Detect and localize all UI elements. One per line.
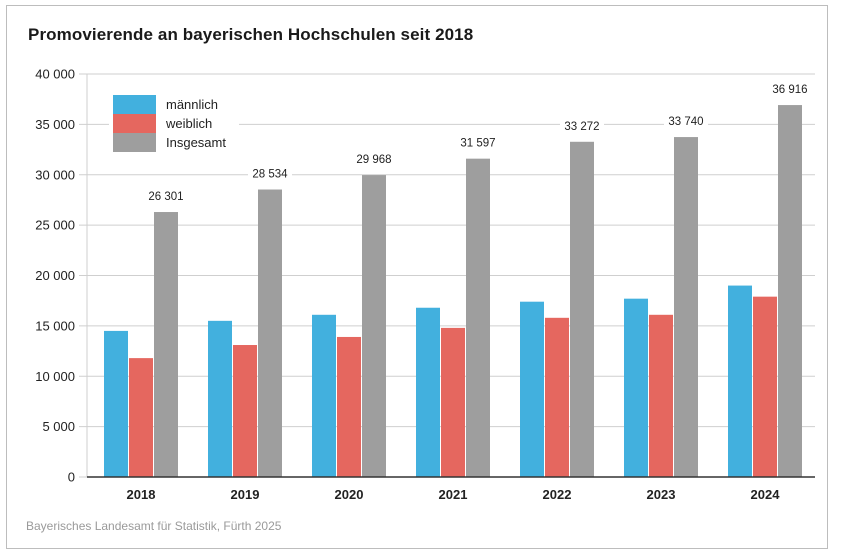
chart-title: Promovierende an bayerischen Hochschulen…: [28, 25, 474, 44]
data-label-background: [456, 135, 500, 151]
y-tick-label: 35 000: [35, 117, 75, 132]
y-tick-label: 15 000: [35, 318, 75, 333]
bar-weiblich-2019: [233, 345, 257, 477]
bar-insgesamt-2019: [258, 189, 282, 477]
x-tick-label: 2021: [439, 487, 468, 502]
bar-weiblich-2024: [753, 296, 777, 477]
data-label: 31 597: [460, 138, 495, 150]
legend-swatch: [113, 133, 156, 152]
legend-label: weiblich: [165, 116, 212, 131]
bar-weiblich-2018: [129, 358, 153, 477]
bar-weiblich-2020: [337, 336, 361, 477]
bar-weiblich-2023: [649, 314, 673, 477]
bar-m-nnlich-2020: [312, 314, 336, 477]
bar-insgesamt-2021: [466, 158, 490, 478]
data-label: 29 968: [356, 154, 391, 166]
bar-m-nnlich-2018: [104, 330, 128, 477]
y-tick-label: 10 000: [35, 369, 75, 384]
data-label: 26 301: [148, 191, 183, 203]
bar-insgesamt-2020: [362, 175, 386, 478]
bar-m-nnlich-2019: [208, 320, 232, 477]
y-tick-label: 0: [68, 470, 75, 485]
source-note: Bayerisches Landesamt für Statistik, Für…: [26, 519, 282, 533]
legend-swatch: [113, 95, 156, 114]
x-tick-label: 2024: [751, 487, 781, 502]
y-tick-label: 40 000: [35, 67, 75, 82]
data-label-background: [144, 189, 188, 205]
data-label: 33 272: [564, 121, 599, 133]
x-tick-label: 2023: [647, 487, 676, 502]
data-label: 36 916: [772, 84, 807, 96]
legend-label: Insgesamt: [166, 135, 226, 150]
bar-m-nnlich-2022: [520, 301, 544, 477]
x-tick-label: 2022: [543, 487, 572, 502]
x-tick-label: 2019: [231, 487, 260, 502]
bar-insgesamt-2022: [570, 141, 594, 477]
data-label-background: [560, 118, 604, 134]
y-tick-label: 5 000: [42, 419, 75, 434]
data-label-background: [768, 82, 812, 98]
y-tick-label: 20 000: [35, 268, 75, 283]
y-tick-label: 25 000: [35, 218, 75, 233]
bar-m-nnlich-2023: [624, 298, 648, 477]
bar-weiblich-2022: [545, 317, 569, 477]
bar-insgesamt-2018: [154, 212, 178, 477]
data-label-background: [248, 166, 292, 182]
bar-weiblich-2021: [441, 327, 465, 477]
data-label: 28 534: [252, 169, 288, 181]
data-label-background: [664, 114, 708, 130]
data-label: 33 740: [668, 116, 703, 128]
x-tick-label: 2020: [335, 487, 364, 502]
bar-m-nnlich-2024: [728, 285, 752, 477]
bar-insgesamt-2023: [674, 137, 698, 477]
y-tick-label: 30 000: [35, 167, 75, 182]
legend-swatch: [113, 114, 156, 133]
data-label-background: [352, 152, 396, 168]
bar-insgesamt-2024: [778, 105, 802, 478]
x-tick-label: 2018: [127, 487, 156, 502]
legend-label: männlich: [166, 97, 218, 112]
bar-m-nnlich-2021: [416, 307, 440, 477]
